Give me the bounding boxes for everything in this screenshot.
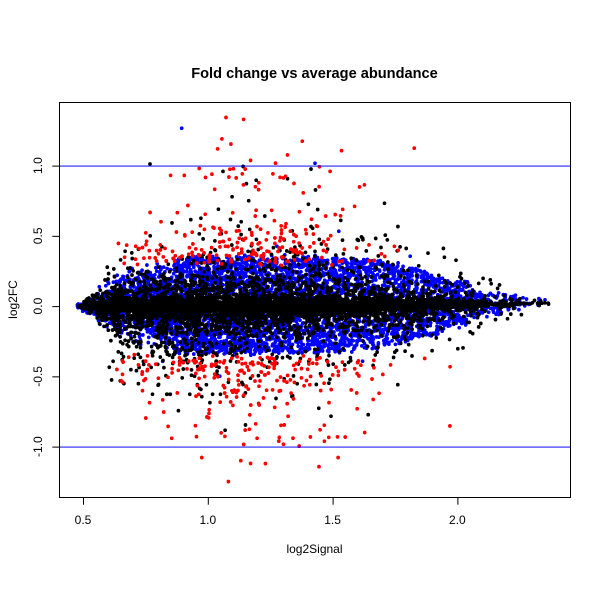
svg-text:-1.0: -1.0 (31, 436, 45, 457)
svg-text:0.5: 0.5 (31, 227, 45, 244)
svg-text:1.5: 1.5 (324, 513, 341, 527)
svg-text:-0.5: -0.5 (31, 366, 45, 387)
svg-text:log2Signal: log2Signal (286, 542, 342, 556)
svg-text:0.5: 0.5 (75, 513, 92, 527)
svg-text:1.0: 1.0 (199, 513, 216, 527)
svg-text:2.0: 2.0 (449, 513, 466, 527)
svg-text:Fold change vs average abundan: Fold change vs average abundance (191, 66, 438, 82)
svg-text:0.0: 0.0 (31, 297, 45, 314)
svg-text:log2FC: log2FC (6, 280, 20, 319)
svg-text:1.0: 1.0 (31, 157, 45, 174)
